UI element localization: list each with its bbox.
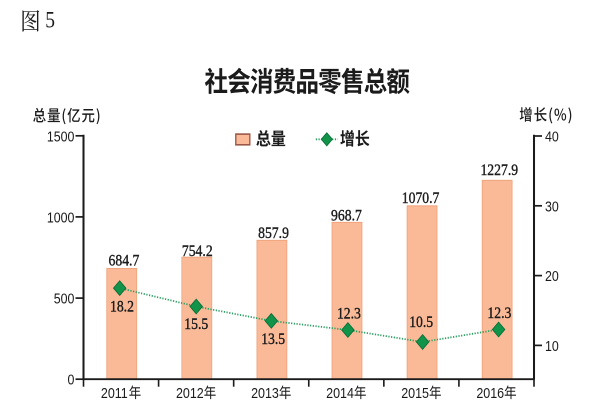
svg-text:754.2: 754.2 xyxy=(182,243,213,260)
svg-text:13.5: 13.5 xyxy=(261,331,285,348)
svg-text:500: 500 xyxy=(54,291,75,307)
svg-text:2016: 2016 xyxy=(476,385,504,401)
svg-text:5: 5 xyxy=(45,7,55,33)
svg-text:10: 10 xyxy=(545,338,559,354)
svg-text:1000: 1000 xyxy=(47,209,75,225)
svg-text:40: 40 xyxy=(545,129,559,145)
svg-text:12.3: 12.3 xyxy=(337,306,361,323)
svg-text:2014: 2014 xyxy=(326,385,354,401)
svg-text:1070.7: 1070.7 xyxy=(402,190,440,207)
svg-text:2015: 2015 xyxy=(401,385,429,401)
svg-text:1227.9: 1227.9 xyxy=(480,162,518,179)
svg-text:20: 20 xyxy=(545,268,559,284)
svg-text:10.5: 10.5 xyxy=(409,314,433,331)
svg-text:30: 30 xyxy=(545,198,559,214)
svg-text:857.9: 857.9 xyxy=(258,225,289,242)
svg-text:0: 0 xyxy=(68,372,75,388)
svg-text:15.5: 15.5 xyxy=(184,316,208,333)
svg-text:12.3: 12.3 xyxy=(487,305,511,322)
svg-text:684.7: 684.7 xyxy=(109,253,140,270)
svg-text:2013: 2013 xyxy=(251,385,279,401)
svg-text:18.2: 18.2 xyxy=(110,298,134,315)
svg-text:1500: 1500 xyxy=(47,128,75,144)
svg-text:2012: 2012 xyxy=(176,385,204,401)
svg-text:2011: 2011 xyxy=(101,385,128,401)
svg-text:968.7: 968.7 xyxy=(331,208,362,225)
